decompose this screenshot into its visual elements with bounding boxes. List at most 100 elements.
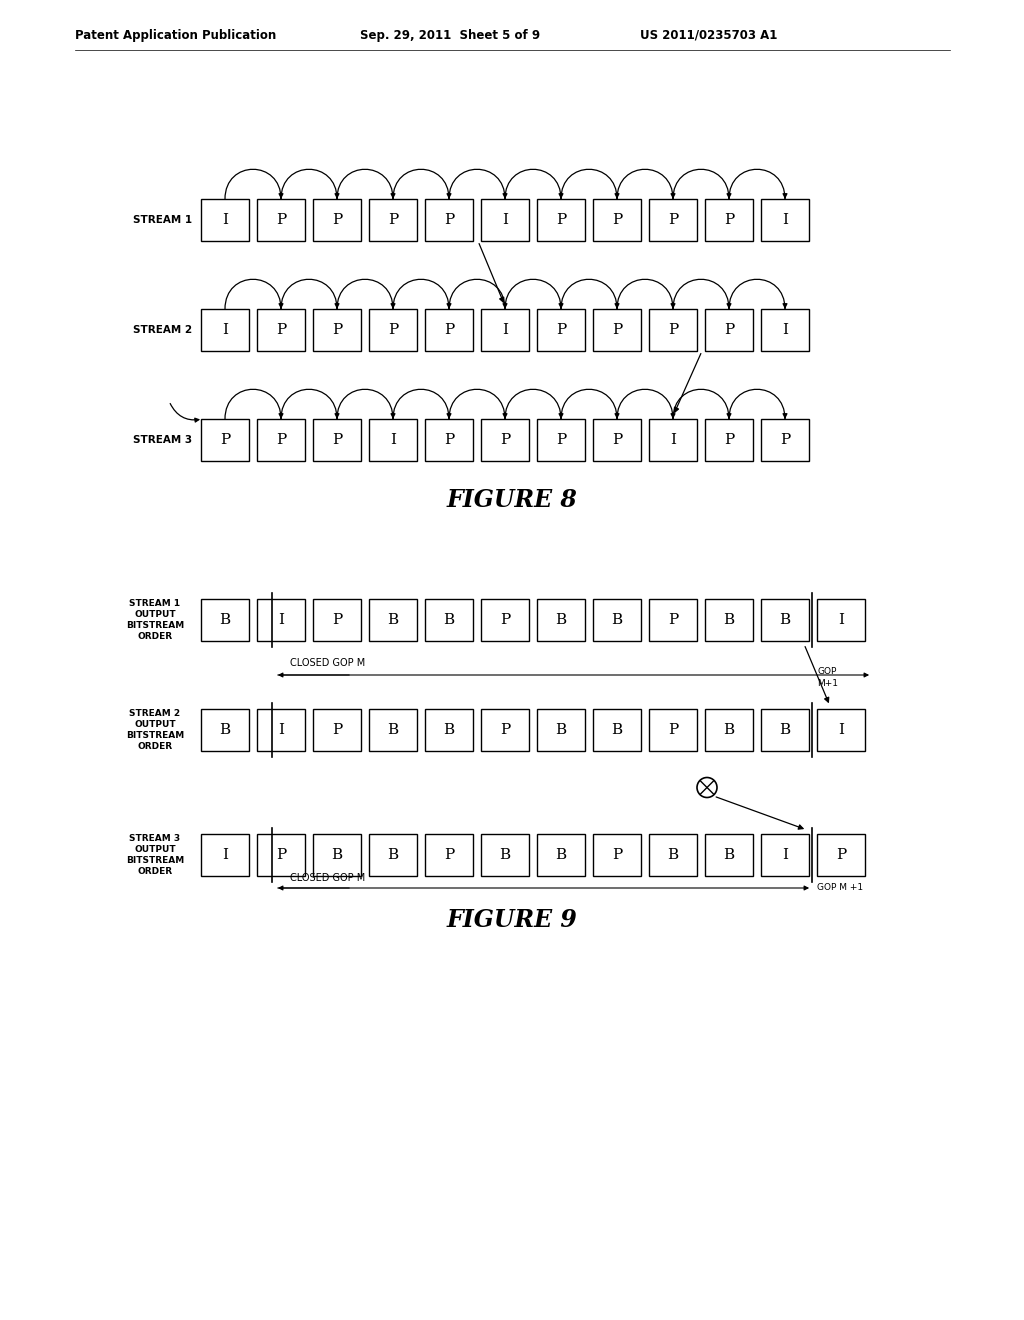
Text: P: P [443, 847, 454, 862]
Text: P: P [500, 612, 510, 627]
Text: B: B [611, 723, 623, 737]
Text: P: P [724, 213, 734, 227]
Text: STREAM 1
OUTPUT
BITSTREAM
ORDER: STREAM 1 OUTPUT BITSTREAM ORDER [126, 599, 184, 642]
Text: STREAM 1: STREAM 1 [133, 215, 193, 224]
Text: I: I [222, 847, 228, 862]
Text: P: P [612, 433, 623, 447]
Text: I: I [782, 847, 788, 862]
Bar [369, 418, 417, 461]
Bar [761, 418, 809, 461]
Bar [313, 834, 361, 876]
Text: P: P [780, 433, 791, 447]
Text: B: B [387, 847, 398, 862]
Text: P: P [668, 612, 678, 627]
Bar [257, 199, 305, 242]
Text: I: I [278, 612, 284, 627]
Text: I: I [278, 723, 284, 737]
Bar [705, 199, 753, 242]
Bar [593, 309, 641, 351]
Bar [537, 199, 585, 242]
Text: B: B [723, 612, 734, 627]
Text: Sep. 29, 2011  Sheet 5 of 9: Sep. 29, 2011 Sheet 5 of 9 [360, 29, 540, 41]
Bar [313, 418, 361, 461]
Bar [593, 418, 641, 461]
Bar [649, 199, 697, 242]
Text: I: I [838, 612, 844, 627]
Text: P: P [556, 323, 566, 337]
Bar [593, 709, 641, 751]
Bar [369, 599, 417, 642]
Text: I: I [502, 213, 508, 227]
Bar [761, 199, 809, 242]
Text: CLOSED GOP M: CLOSED GOP M [290, 873, 366, 883]
Text: B: B [668, 847, 679, 862]
Text: CLOSED GOP M: CLOSED GOP M [290, 657, 366, 668]
Text: P: P [443, 213, 454, 227]
Text: P: P [388, 323, 398, 337]
Bar [201, 309, 249, 351]
Text: I: I [670, 433, 676, 447]
Bar [537, 599, 585, 642]
Bar [481, 599, 529, 642]
Text: FIGURE 8: FIGURE 8 [446, 488, 578, 512]
Text: P: P [668, 323, 678, 337]
Bar [481, 709, 529, 751]
Bar [257, 709, 305, 751]
Text: B: B [443, 612, 455, 627]
Bar [313, 309, 361, 351]
Text: P: P [556, 433, 566, 447]
Text: STREAM 2
OUTPUT
BITSTREAM
ORDER: STREAM 2 OUTPUT BITSTREAM ORDER [126, 709, 184, 751]
Bar [481, 309, 529, 351]
Text: STREAM 2: STREAM 2 [133, 325, 193, 335]
Bar [257, 309, 305, 351]
Bar [649, 418, 697, 461]
Bar [201, 599, 249, 642]
Text: B: B [387, 723, 398, 737]
Text: B: B [779, 612, 791, 627]
Bar [425, 834, 473, 876]
Text: B: B [555, 612, 566, 627]
Text: P: P [556, 213, 566, 227]
Text: GOP M +1: GOP M +1 [817, 883, 863, 892]
Bar [481, 199, 529, 242]
Bar [369, 834, 417, 876]
Bar [761, 834, 809, 876]
Text: P: P [332, 723, 342, 737]
Text: B: B [555, 847, 566, 862]
Text: P: P [612, 213, 623, 227]
Text: P: P [724, 433, 734, 447]
Text: STREAM 3
OUTPUT
BITSTREAM
ORDER: STREAM 3 OUTPUT BITSTREAM ORDER [126, 834, 184, 876]
Bar [705, 418, 753, 461]
Text: B: B [443, 723, 455, 737]
Text: P: P [388, 213, 398, 227]
Text: P: P [332, 612, 342, 627]
Text: B: B [723, 723, 734, 737]
Bar [537, 834, 585, 876]
Text: P: P [724, 323, 734, 337]
Bar [537, 309, 585, 351]
Bar [201, 834, 249, 876]
Text: GOP: GOP [817, 667, 837, 676]
Text: P: P [836, 847, 846, 862]
Bar [537, 709, 585, 751]
Text: P: P [443, 433, 454, 447]
Bar [257, 418, 305, 461]
Text: B: B [387, 612, 398, 627]
Text: I: I [222, 323, 228, 337]
Text: M+1: M+1 [817, 678, 838, 688]
Bar [425, 199, 473, 242]
Bar [257, 599, 305, 642]
Bar [425, 599, 473, 642]
Text: B: B [555, 723, 566, 737]
Bar [257, 834, 305, 876]
Bar [313, 599, 361, 642]
Bar [481, 418, 529, 461]
Text: P: P [612, 847, 623, 862]
Bar [593, 834, 641, 876]
Text: P: P [275, 323, 286, 337]
Text: I: I [222, 213, 228, 227]
Text: I: I [390, 433, 396, 447]
Bar [425, 418, 473, 461]
Bar [649, 834, 697, 876]
Text: I: I [838, 723, 844, 737]
